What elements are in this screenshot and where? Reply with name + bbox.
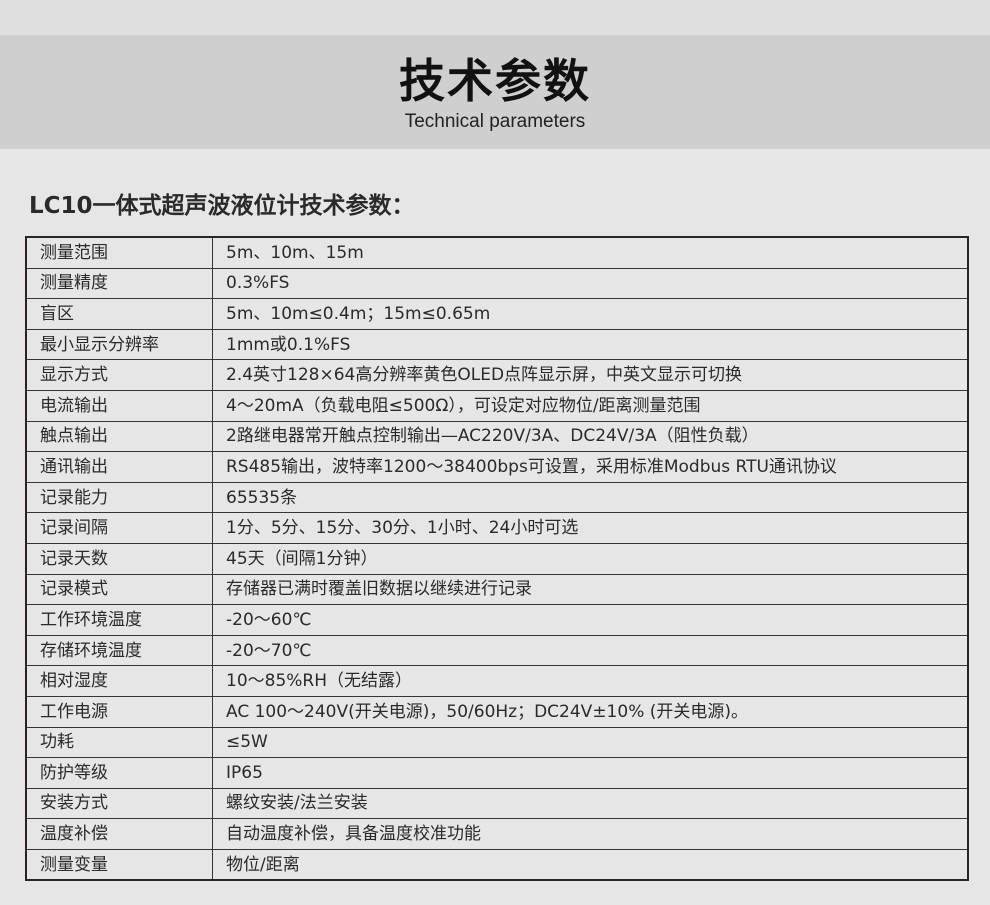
table-row: 工作环境温度 -20～60℃ [25, 604, 969, 636]
spec-value: 自动温度补偿，具备温度校准功能 [212, 818, 969, 850]
spec-value: 5m、10m、15m [212, 236, 969, 269]
spec-value: 螺纹安装/法兰安装 [212, 787, 969, 820]
spec-value: 45天（间隔1分钟） [212, 542, 969, 575]
table-row: 最小显示分辨率 1mm或0.1%FS [25, 328, 969, 361]
spec-label: 最小显示分辨率 [25, 328, 213, 361]
spec-value: 存储器已满时覆盖旧数据以继续进行记录 [212, 573, 969, 606]
spec-label: 相对湿度 [25, 665, 213, 697]
table-row: 测量范围 5m、10m、15m [25, 236, 969, 269]
spec-label: 功耗 [25, 726, 213, 759]
spec-table: 测量范围 5m、10m、15m 测量精度 0.3%FS 盲区 5m、10m≤0.4m；15… [25, 236, 969, 882]
spec-value: 65535条 [212, 481, 969, 514]
spec-value: 5m、10m≤0.4m；15m≤0.65m [212, 298, 969, 330]
spec-value: RS485输出，波特率1200～38400bps可设置，采用标准Modbus R… [212, 451, 969, 483]
spec-value: 2路继电器常开触点控制输出—AC220V/3A、DC24V/3A（阻性负载） [212, 420, 969, 453]
table-row: 功耗 ≤5W [25, 726, 969, 759]
spec-label: 温度补偿 [25, 818, 213, 850]
spec-value: 物位/距离 [212, 848, 969, 881]
spec-label: 电流输出 [25, 389, 213, 422]
table-row: 温度补偿 自动温度补偿，具备温度校准功能 [25, 818, 969, 850]
spec-label: 通讯输出 [25, 451, 213, 483]
header-band: 技术参数 Technical parameters [0, 35, 990, 149]
table-row: 触点输出 2路继电器常开触点控制输出—AC220V/3A、DC24V/3A（阻性负… [25, 420, 969, 453]
spec-label: 记录能力 [25, 481, 213, 514]
spec-label: 工作环境温度 [25, 604, 213, 636]
spec-label: 测量范围 [25, 236, 213, 269]
table-row: 安装方式 螺纹安装/法兰安装 [25, 787, 969, 820]
spec-value: 1mm或0.1%FS [212, 328, 969, 361]
spec-value: AC 100～240V(开关电源)，50/60Hz；DC24V±10% (开关电… [212, 695, 969, 728]
spec-label: 工作电源 [25, 695, 213, 728]
spec-label: 测量变量 [25, 848, 213, 881]
spec-value: 4～20mA（负载电阻≤500Ω），可设定对应物位/距离测量范围 [212, 389, 969, 422]
spec-label: 记录模式 [25, 573, 213, 606]
spec-label: 触点输出 [25, 420, 213, 453]
spec-label: 盲区 [25, 298, 213, 330]
spec-value: ≤5W [212, 726, 969, 759]
table-row: 测量变量 物位/距离 [25, 848, 969, 881]
spec-value: -20～60℃ [212, 604, 969, 636]
table-row: 盲区 5m、10m≤0.4m；15m≤0.65m [25, 298, 969, 330]
table-row: 工作电源 AC 100～240V(开关电源)，50/60Hz；DC24V±10% … [25, 695, 969, 728]
spec-value: 2.4英寸128×64高分辨率黄色OLED点阵显示屏，中英文显示可切换 [212, 359, 969, 391]
table-row: 防护等级 IP65 [25, 757, 969, 789]
spec-label: 存储环境温度 [25, 634, 213, 667]
spec-label: 记录间隔 [25, 512, 213, 544]
spec-value: 1分、5分、15分、30分、1小时、24小时可选 [212, 512, 969, 544]
spec-value: 10～85%RH（无结露） [212, 665, 969, 697]
table-row: 通讯输出 RS485输出，波特率1200～38400bps可设置，采用标准Modb… [25, 451, 969, 483]
table-row: 相对湿度 10～85%RH（无结露） [25, 665, 969, 697]
page-title: 技术参数 [399, 54, 591, 108]
section-title: LC10一体式超声波液位计技术参数： [29, 193, 415, 219]
spec-label: 防护等级 [25, 757, 213, 789]
table-row: 记录模式 存储器已满时覆盖旧数据以继续进行记录 [25, 573, 969, 606]
spec-value: IP65 [212, 757, 969, 789]
table-row: 存储环境温度 -20～70℃ [25, 634, 969, 667]
spec-label: 记录天数 [25, 542, 213, 575]
spec-value: 0.3%FS [212, 267, 969, 300]
spec-label: 测量精度 [25, 267, 213, 300]
table-row: 记录间隔 1分、5分、15分、30分、1小时、24小时可选 [25, 512, 969, 544]
table-row: 记录能力 65535条 [25, 481, 969, 514]
spec-label: 安装方式 [25, 787, 213, 820]
table-row: 测量精度 0.3%FS [25, 267, 969, 300]
table-row: 记录天数 45天（间隔1分钟） [25, 542, 969, 575]
table-row: 电流输出 4～20mA（负载电阻≤500Ω），可设定对应物位/距离测量范围 [25, 389, 969, 422]
page-subtitle: Technical parameters [404, 111, 586, 132]
top-strip [0, 0, 990, 35]
spec-value: -20～70℃ [212, 634, 969, 667]
spec-label: 显示方式 [25, 359, 213, 391]
table-row: 显示方式 2.4英寸128×64高分辨率黄色OLED点阵显示屏，中英文显示可切换 [25, 359, 969, 391]
